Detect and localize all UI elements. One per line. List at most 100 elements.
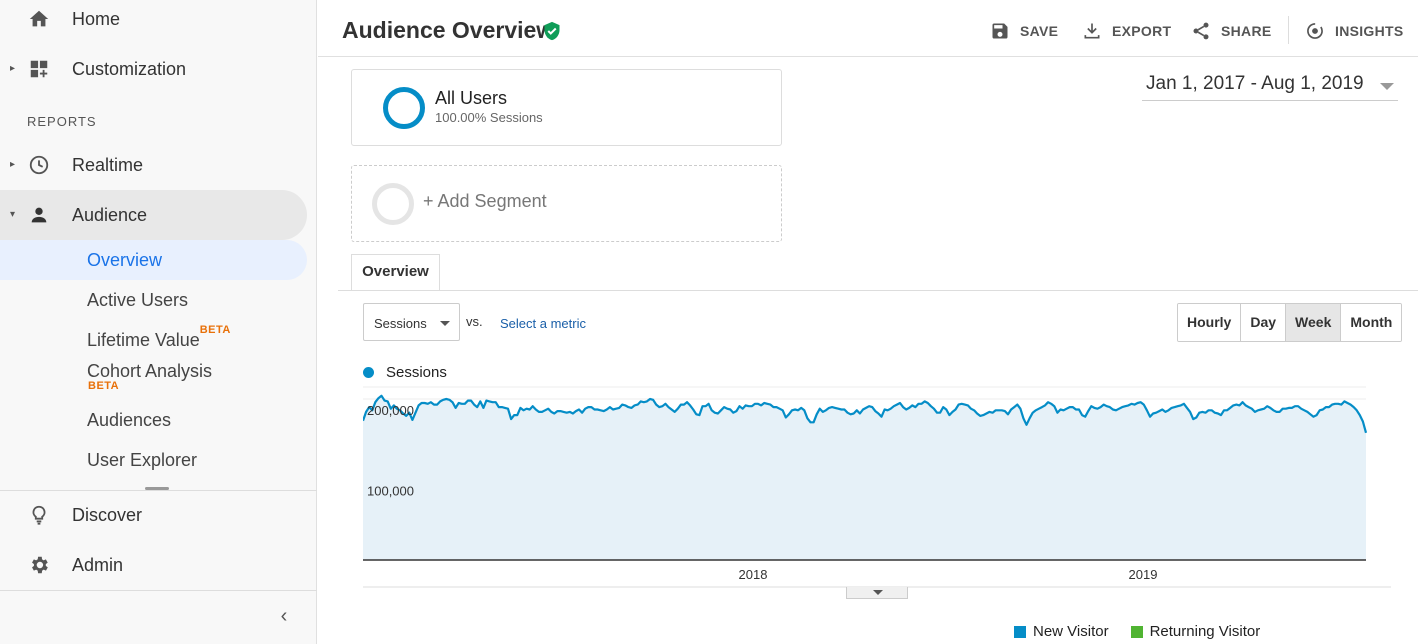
- divider: [0, 490, 317, 491]
- granularity-week-button[interactable]: Week: [1286, 304, 1342, 341]
- legend-swatch: [1130, 625, 1143, 638]
- divider: [0, 590, 317, 591]
- sidebar-item-label: Discover: [72, 504, 143, 525]
- divider: [1288, 16, 1289, 44]
- home-icon: [29, 10, 49, 27]
- sidebar: Home ▸ Customization REPORTS ▸ Realtime …: [0, 0, 317, 644]
- sessions-chart[interactable]: 200,000 100,000 2018 2019: [363, 382, 1391, 588]
- sessions-area: [363, 395, 1366, 560]
- metric-select-value: Sessions: [374, 316, 427, 331]
- chevron-left-icon: ‹: [280, 605, 288, 627]
- gear-icon: [32, 556, 48, 574]
- x-tick-label: 2018: [739, 567, 768, 582]
- sidebar-item-customization[interactable]: ▸ Customization: [0, 44, 307, 94]
- save-label: SAVE: [1020, 23, 1059, 39]
- reports-section-label: REPORTS: [27, 114, 97, 129]
- select-metric-link[interactable]: Select a metric: [500, 316, 586, 331]
- sidebar-subitem-lifetime-value[interactable]: Lifetime ValueBETA: [0, 320, 307, 360]
- sidebar-item-realtime[interactable]: ▸ Realtime: [0, 140, 307, 190]
- main-content: All Users 100.00% Sessions + Add Segment…: [338, 57, 1418, 644]
- vs-label: vs.: [466, 314, 483, 329]
- date-range-label: Jan 1, 2017 - Aug 1, 2019: [1146, 73, 1364, 94]
- legend-item-new-visitor: New Visitor: [1014, 623, 1109, 640]
- sidebar-subitem-label: Cohort Analysis: [87, 361, 213, 381]
- divider: [338, 290, 1418, 291]
- segment-ring-icon: [372, 183, 414, 225]
- sidebar-item-label: Realtime: [72, 154, 144, 175]
- sidebar-item-label: Audience: [72, 204, 148, 225]
- share-button[interactable]: SHARE: [1191, 19, 1272, 43]
- insights-button[interactable]: INSIGHTS: [1305, 19, 1404, 43]
- chart-legend: Sessions: [363, 362, 447, 382]
- granularity-month-button[interactable]: Month: [1341, 304, 1402, 341]
- y-tick-label: 100,000: [367, 484, 414, 499]
- granularity-hourly-button[interactable]: Hourly: [1178, 304, 1242, 341]
- save-icon: [992, 23, 1008, 39]
- insights-label: INSIGHTS: [1335, 23, 1404, 39]
- download-icon: [1084, 23, 1100, 39]
- caret-right-icon: ▸: [10, 159, 16, 170]
- sidebar-subitem-label: Lifetime Value: [87, 329, 200, 350]
- visitor-legend: New Visitor Returning Visitor: [1014, 623, 1282, 640]
- x-tick-label: 2019: [1129, 567, 1158, 582]
- sidebar-subitem-active-users[interactable]: Active Users: [0, 280, 307, 320]
- sidebar-subitem-overview[interactable]: Overview: [0, 240, 307, 280]
- segment-all-users[interactable]: All Users 100.00% Sessions: [351, 69, 782, 146]
- clock-icon: [29, 155, 49, 175]
- sidebar-item-admin[interactable]: Admin: [0, 540, 307, 590]
- sidebar-item-label: Admin: [72, 554, 124, 575]
- export-button[interactable]: EXPORT: [1082, 19, 1171, 43]
- caret-down-icon: [440, 321, 450, 326]
- segment-name: All Users: [435, 88, 508, 108]
- sidebar-subitem-label: Overview: [87, 249, 163, 270]
- page-title: Audience Overview: [342, 17, 555, 43]
- caret-down-icon: ▾: [10, 209, 16, 220]
- collapse-sidebar-button[interactable]: ‹: [272, 604, 296, 628]
- share-label: SHARE: [1221, 23, 1272, 39]
- chart-expand-toggle[interactable]: [846, 587, 908, 599]
- legend-label: Returning Visitor: [1149, 623, 1261, 640]
- legend-label: Sessions: [386, 363, 447, 381]
- beta-badge: BETA: [88, 380, 120, 392]
- sidebar-subitem-label: Audiences: [87, 409, 172, 430]
- legend-swatch: [1014, 625, 1026, 638]
- add-segment-label: + Add Segment: [423, 191, 547, 211]
- y-tick-label: 200,000: [367, 403, 414, 418]
- legend-label: New Visitor: [1033, 623, 1109, 640]
- verified-shield-icon: [544, 21, 560, 41]
- sidebar-subitem-user-explorer[interactable]: User Explorer: [0, 440, 307, 480]
- save-button[interactable]: SAVE: [990, 19, 1058, 43]
- segment-ring-icon: [383, 87, 425, 129]
- sessions-line: [363, 394, 1368, 434]
- export-label: EXPORT: [1112, 23, 1172, 39]
- person-icon: [31, 207, 47, 223]
- date-range-picker[interactable]: Jan 1, 2017 - Aug 1, 2019: [1142, 71, 1398, 101]
- sidebar-subitem-label: User Explorer: [87, 449, 198, 470]
- share-icon: [1193, 22, 1209, 40]
- insights-icon: [1307, 23, 1323, 39]
- caret-right-icon: ▸: [10, 63, 16, 74]
- sidebar-subitem-audiences[interactable]: Audiences: [0, 400, 307, 440]
- legend-dot: [363, 366, 374, 378]
- time-granularity-toggle: Hourly Day Week Month: [1177, 303, 1403, 342]
- tab-overview[interactable]: Overview: [351, 254, 440, 290]
- sidebar-subitem-label-wrap: Lifetime ValueBETA: [87, 324, 231, 351]
- segment-sessions-percent: 100.00% Sessions: [435, 110, 543, 125]
- granularity-day-button[interactable]: Day: [1241, 304, 1287, 341]
- lightbulb-icon: [32, 505, 46, 525]
- sidebar-subitem-label: Active Users: [87, 289, 189, 310]
- sidebar-item-label: Customization: [72, 58, 187, 79]
- sidebar-scrollbar[interactable]: [145, 487, 169, 490]
- sidebar-item-label: Home: [72, 8, 121, 29]
- header: Audience Overview SAVE EXPORT SHARE INSI…: [318, 0, 1418, 57]
- sidebar-item-discover[interactable]: Discover: [0, 490, 307, 540]
- add-segment-button[interactable]: + Add Segment: [351, 165, 782, 242]
- sidebar-item-home[interactable]: Home: [0, 0, 307, 44]
- beta-badge: BETA: [199, 323, 231, 336]
- caret-down-icon: [1380, 83, 1394, 90]
- sidebar-item-audience[interactable]: ▾ Audience: [0, 190, 307, 240]
- sidebar-subitem-cohort-analysis[interactable]: Cohort Analysis BETA: [0, 352, 307, 398]
- metric-select[interactable]: Sessions: [363, 303, 460, 341]
- dashboard-icon: [30, 60, 48, 78]
